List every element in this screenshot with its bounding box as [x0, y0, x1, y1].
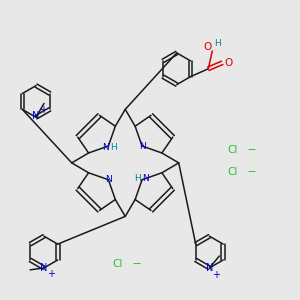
Text: Cl: Cl — [227, 167, 238, 177]
Text: −: − — [244, 167, 257, 177]
Text: H: H — [214, 38, 220, 47]
Text: N: N — [102, 142, 109, 152]
Text: N: N — [139, 142, 145, 151]
Text: N: N — [105, 175, 112, 184]
Text: N: N — [206, 263, 213, 273]
Text: +: + — [39, 105, 47, 116]
Text: N: N — [32, 111, 40, 121]
Text: H: H — [110, 142, 117, 152]
Text: −: − — [129, 259, 142, 269]
Text: +: + — [47, 269, 55, 279]
Text: +: + — [212, 270, 220, 280]
Text: −: − — [244, 145, 257, 155]
Text: N: N — [40, 263, 48, 273]
Text: N: N — [142, 174, 148, 183]
Text: Cl: Cl — [112, 259, 123, 269]
Text: H: H — [134, 174, 140, 183]
Text: O: O — [203, 42, 212, 52]
Text: Cl: Cl — [227, 145, 238, 155]
Text: O: O — [224, 58, 232, 68]
